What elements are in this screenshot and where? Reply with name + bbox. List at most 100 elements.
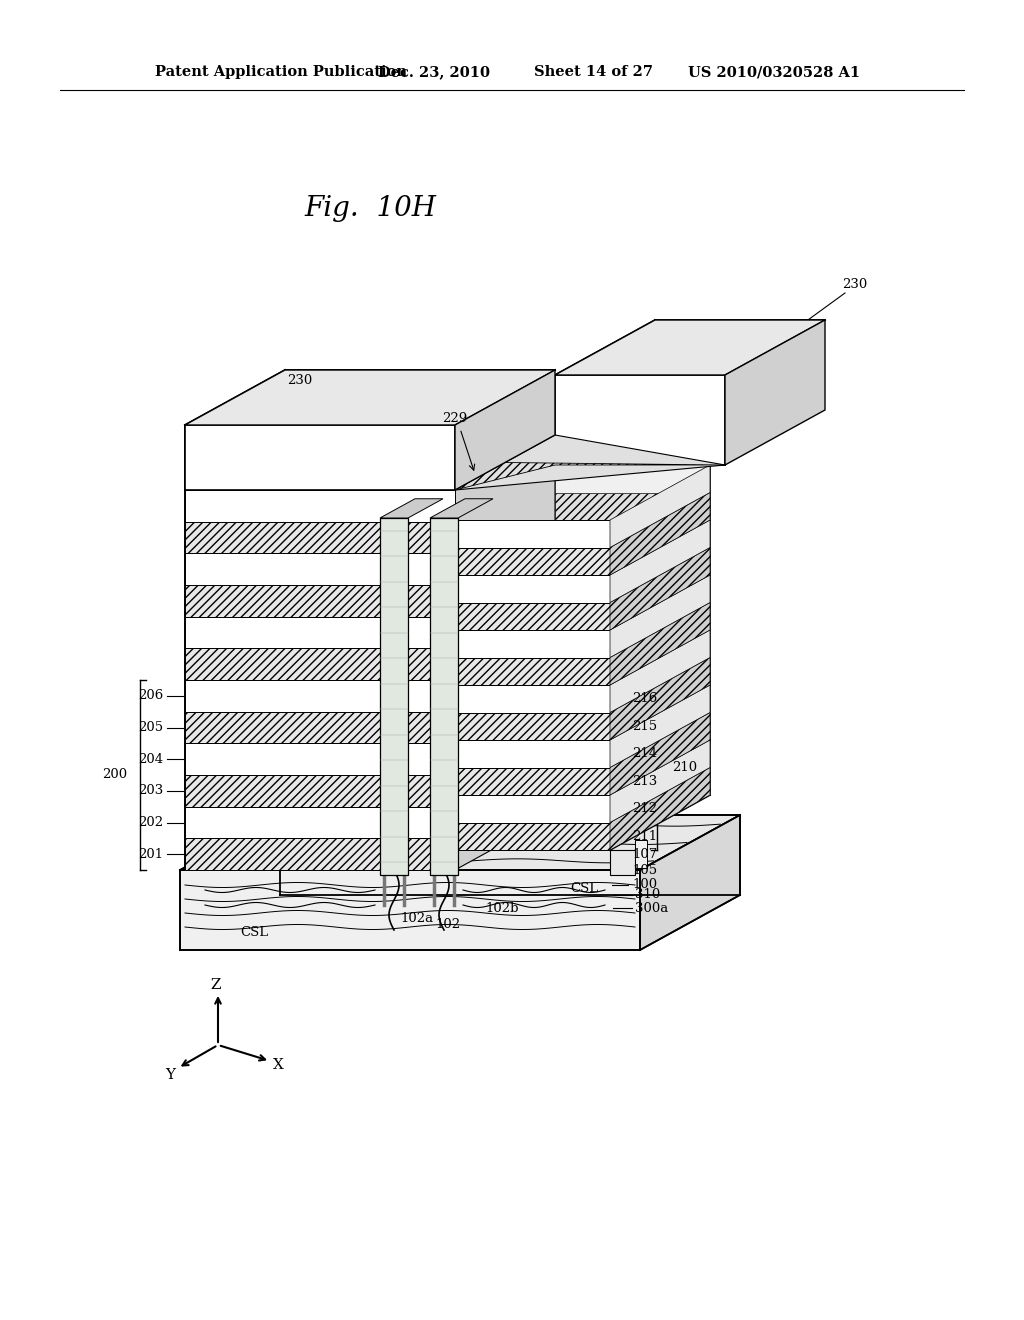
Polygon shape [185,521,455,553]
Polygon shape [185,436,555,490]
Text: 230: 230 [843,279,867,292]
Polygon shape [380,517,408,875]
Text: Z: Z [211,978,221,993]
Polygon shape [185,425,455,490]
Polygon shape [185,648,455,680]
Polygon shape [455,713,610,741]
Polygon shape [455,548,610,576]
Text: 212: 212 [632,803,657,816]
Polygon shape [185,807,455,838]
Text: 204: 204 [138,752,163,766]
Text: 107: 107 [632,849,657,862]
Polygon shape [185,585,455,616]
Polygon shape [555,767,710,795]
Polygon shape [610,713,710,795]
Text: Patent Application Publication: Patent Application Publication [155,65,407,79]
Polygon shape [455,370,555,490]
Text: 310: 310 [635,888,660,902]
Text: 200: 200 [101,768,127,781]
Text: US 2010/0320528 A1: US 2010/0320528 A1 [688,65,860,79]
Polygon shape [555,465,710,492]
Polygon shape [185,680,455,711]
Polygon shape [455,436,555,870]
Polygon shape [555,657,710,685]
Polygon shape [455,602,610,630]
Polygon shape [185,838,455,870]
Polygon shape [610,548,710,630]
Text: Sheet 14 of 27: Sheet 14 of 27 [534,65,653,79]
Text: Fig.  10H: Fig. 10H [304,194,436,222]
Text: Y: Y [165,1068,175,1082]
Text: 216: 216 [632,692,657,705]
Text: 201: 201 [138,847,163,861]
Text: 215: 215 [632,719,657,733]
Polygon shape [185,616,455,648]
Text: 211: 211 [632,830,657,842]
Polygon shape [555,520,710,548]
Polygon shape [185,711,455,743]
Polygon shape [455,657,610,685]
Polygon shape [555,602,710,630]
Polygon shape [610,465,710,548]
Text: 102: 102 [435,917,460,931]
Polygon shape [610,630,710,713]
Polygon shape [455,462,725,490]
Polygon shape [455,436,725,490]
Polygon shape [610,657,710,741]
Polygon shape [555,630,710,657]
Polygon shape [610,576,710,657]
Polygon shape [555,492,710,520]
Polygon shape [725,319,825,465]
Text: 206: 206 [138,689,163,702]
Polygon shape [555,319,825,375]
Text: 105: 105 [632,863,657,876]
Polygon shape [555,576,710,602]
Polygon shape [610,741,710,822]
Polygon shape [555,548,710,576]
Text: 202: 202 [138,816,163,829]
Polygon shape [610,767,710,850]
Polygon shape [430,517,458,875]
Polygon shape [180,870,640,950]
Polygon shape [640,814,740,950]
Polygon shape [455,630,610,657]
Polygon shape [610,602,710,685]
Polygon shape [455,520,610,548]
Text: 102a: 102a [400,912,433,924]
Text: Dec. 23, 2010: Dec. 23, 2010 [378,65,490,79]
Polygon shape [455,767,610,795]
Polygon shape [185,370,555,425]
Polygon shape [455,741,610,767]
Text: 210: 210 [672,762,697,774]
Text: 100: 100 [632,879,657,891]
Polygon shape [610,685,710,767]
Polygon shape [610,520,710,602]
Polygon shape [443,520,455,850]
Polygon shape [555,375,725,465]
Polygon shape [185,553,455,585]
Text: 203: 203 [138,784,163,797]
Polygon shape [430,499,493,517]
Polygon shape [455,795,610,822]
Polygon shape [555,713,710,741]
Polygon shape [455,576,610,602]
Polygon shape [180,814,740,870]
Polygon shape [455,685,610,713]
Polygon shape [185,490,455,521]
Text: 214: 214 [632,747,657,760]
Polygon shape [610,850,635,875]
Polygon shape [455,822,610,850]
Text: CSL: CSL [240,925,268,939]
Polygon shape [555,685,710,713]
Polygon shape [610,492,710,576]
Text: 230: 230 [288,374,312,387]
Polygon shape [185,743,455,775]
Text: 300a: 300a [635,902,669,915]
Text: 205: 205 [138,721,163,734]
Text: CSL: CSL [570,882,598,895]
Polygon shape [185,775,455,807]
Text: 213: 213 [632,775,657,788]
Polygon shape [635,840,647,869]
Text: 102b: 102b [485,902,518,915]
Text: X: X [272,1059,284,1072]
